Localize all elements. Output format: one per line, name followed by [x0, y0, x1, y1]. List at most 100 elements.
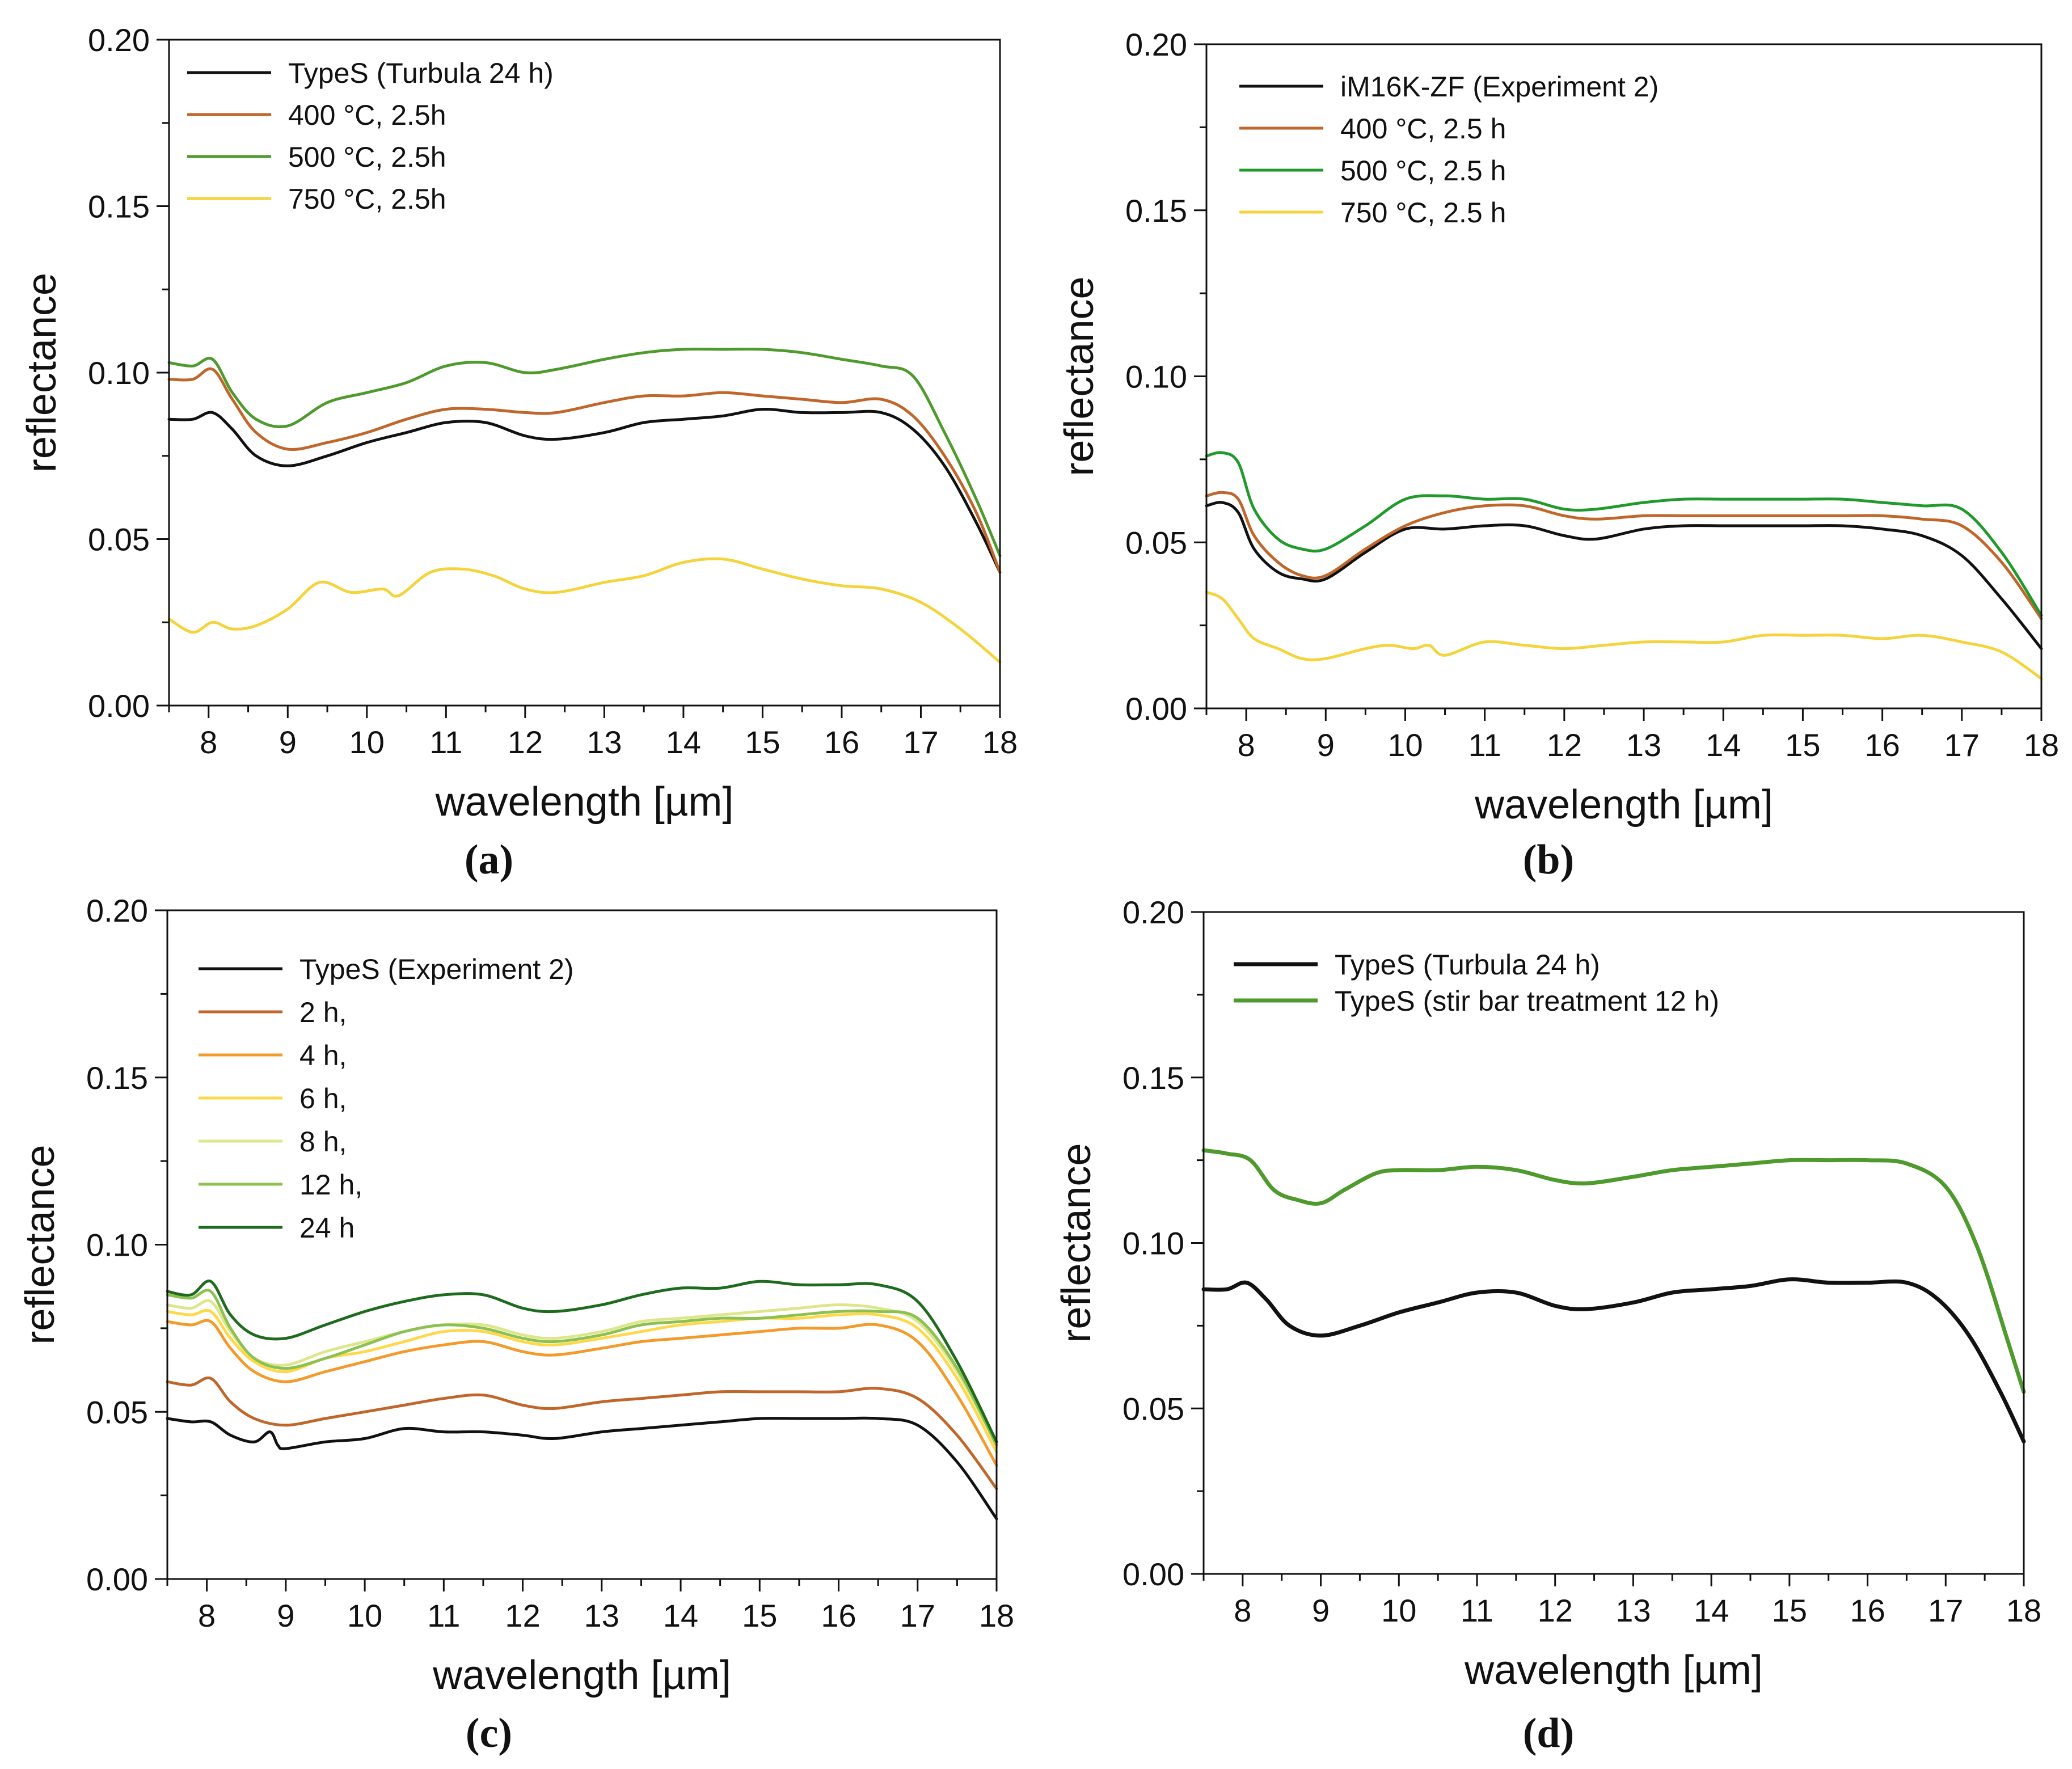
x-tick-label: 9 [1317, 727, 1335, 763]
x-tick-label: 11 [1461, 1593, 1493, 1628]
x-tick-label: 14 [666, 724, 701, 760]
legend-label: 6 h, [299, 1083, 347, 1114]
x-tick-label: 15 [745, 724, 780, 760]
y-tick-label: 0.05 [86, 1394, 148, 1430]
y-tick-label: 0.15 [86, 1060, 148, 1096]
y-tick-label: 0.15 [1122, 1060, 1184, 1096]
y-axis-title: reflectance [1057, 276, 1102, 476]
series-line-4 [167, 557, 1002, 664]
x-tick-label: 15 [742, 1598, 777, 1633]
legend-label: TypeS (Experiment 2) [299, 953, 574, 985]
y-tick-label: 0.20 [86, 893, 148, 928]
series-line-1 [166, 1416, 998, 1521]
y-tick-label: 0.00 [1125, 691, 1187, 727]
series-line-7 [166, 1280, 998, 1443]
x-tick-label: 11 [427, 1598, 460, 1633]
x-tick-label: 10 [1381, 1593, 1416, 1628]
legend-label: 500 °C, 2.5 h [1340, 155, 1506, 187]
series-line-3 [166, 1319, 998, 1467]
x-axis-title: wavelength [µm] [1474, 782, 1773, 827]
x-tick-label: 15 [1772, 1593, 1807, 1628]
legend-label: 500 °C, 2.5h [288, 141, 446, 173]
x-tick-label: 9 [277, 1598, 294, 1633]
x-axis-title: wavelength [µm] [435, 779, 734, 825]
x-tick-label: 10 [1387, 727, 1423, 763]
legend-label: 8 h, [299, 1126, 347, 1158]
x-tick-label: 9 [1312, 1593, 1330, 1628]
x-tick-label: 12 [508, 724, 543, 760]
panel-label: (a) [465, 837, 513, 883]
y-tick-label: 0.10 [88, 355, 150, 391]
x-tick-label: 8 [1234, 1593, 1251, 1628]
x-tick-label: 8 [200, 724, 217, 760]
x-tick-label: 18 [2006, 1593, 2041, 1628]
y-tick-label: 0.05 [1122, 1391, 1184, 1426]
x-tick-label: 8 [198, 1598, 216, 1633]
series-line-2 [1201, 1148, 2026, 1394]
series-line-2 [167, 367, 1002, 574]
legend-label: TypeS (Turbula 24 h) [1335, 949, 1600, 981]
legend-label: TypeS (stir bar treatment 12 h) [1335, 985, 1719, 1017]
series-line-3 [1205, 451, 2043, 617]
panel-label: (b) [1523, 837, 1574, 883]
series-line-4 [1205, 590, 2043, 680]
series-line-4 [166, 1308, 998, 1454]
x-tick-label: 13 [586, 724, 622, 760]
x-tick-label: 16 [824, 724, 859, 760]
y-tick-label: 0.10 [1125, 359, 1187, 395]
x-tick-label: 16 [1850, 1593, 1885, 1628]
x-tick-label: 18 [982, 724, 1018, 760]
chart-panel-b: 8 9 10 11 12 13 14 15 16 17 18 0.00 0.05 0.10 0.15 0.20… [1057, 27, 2059, 883]
x-tick-label: 13 [584, 1598, 619, 1633]
x-tick-label: 17 [903, 724, 938, 760]
panel-label: (c) [466, 1710, 512, 1757]
x-tick-label: 14 [1694, 1593, 1729, 1628]
x-tick-label: 11 [429, 724, 462, 760]
chart-panel-d: 8 9 10 11 12 13 14 15 16 17 18 0.00 0.05 0.10 0.15 0.20… [1054, 894, 2041, 1757]
y-tick-label: 0.10 [1122, 1226, 1184, 1261]
legend-label: TypeS (Turbula 24 h) [288, 57, 554, 89]
x-tick-label: 16 [821, 1598, 856, 1633]
y-axis-title: reflectance [19, 273, 65, 472]
y-tick-label: 0.15 [1125, 193, 1187, 229]
legend-label: 750 °C, 2.5h [288, 183, 446, 215]
legend-label: 750 °C, 2.5 h [1340, 197, 1506, 229]
legend-label: 24 h [299, 1212, 355, 1244]
series-line-1 [167, 408, 1002, 574]
series-line-2 [1205, 491, 2043, 620]
legend-label: 12 h, [299, 1169, 362, 1201]
x-axis-title: wavelength [µm] [432, 1653, 731, 1698]
x-axis-title: wavelength [µm] [1464, 1648, 1763, 1693]
series-line-3 [167, 347, 1002, 558]
panel-label: (d) [1523, 1710, 1574, 1757]
x-tick-label: 10 [347, 1598, 382, 1633]
x-tick-label: 12 [1547, 727, 1582, 763]
x-tick-label: 10 [349, 724, 385, 760]
x-tick-label: 13 [1626, 727, 1661, 763]
chart-panel-c: 8 9 10 11 12 13 14 15 16 17 18 0.00 0.05 0.10 0.15 0.20… [18, 893, 1014, 1757]
legend-label: 4 h, [299, 1040, 347, 1071]
y-axis-title: reflectance [1054, 1143, 1099, 1342]
x-tick-label: 16 [1864, 727, 1900, 763]
x-tick-label: 11 [1468, 727, 1501, 763]
x-tick-label: 14 [1706, 727, 1741, 763]
x-tick-label: 14 [663, 1598, 698, 1633]
x-tick-label: 13 [1615, 1593, 1651, 1628]
x-tick-label: 18 [2024, 727, 2059, 763]
legend-label: iM16K-ZF (Experiment 2) [1340, 71, 1659, 103]
y-tick-label: 0.20 [1122, 894, 1184, 930]
series-line-1 [1205, 501, 2043, 651]
y-tick-label: 0.15 [88, 189, 150, 225]
y-tick-label: 0.20 [1125, 27, 1187, 62]
chart-panel-a: 8 9 10 11 12 13 14 15 16 17 18 0.00 0.05 0.10 0.15 0.20… [19, 22, 1018, 883]
legend-label: 400 °C, 2.5 h [1340, 113, 1506, 145]
x-tick-label: 9 [279, 724, 297, 760]
series-line-6 [166, 1289, 998, 1447]
y-axis-title: reflectance [18, 1145, 63, 1344]
x-tick-label: 17 [1944, 727, 1980, 763]
y-tick-label: 0.05 [1125, 525, 1187, 560]
series-line-1 [1201, 1277, 2026, 1444]
legend-label: 400 °C, 2.5h [288, 99, 446, 131]
series-line-2 [166, 1376, 998, 1491]
